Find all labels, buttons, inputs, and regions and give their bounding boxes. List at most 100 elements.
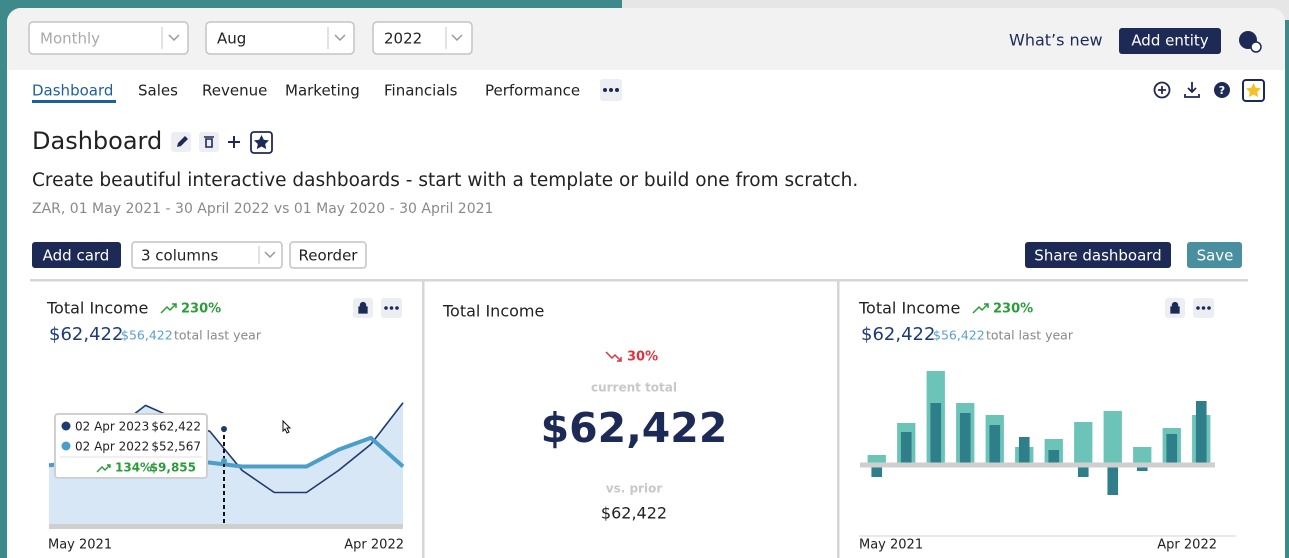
button-label: Save	[1197, 247, 1234, 265]
bar	[867, 455, 886, 465]
month-select[interactable]: Aug	[205, 21, 355, 55]
dot	[389, 306, 394, 310]
bar	[1195, 401, 1207, 465]
x-tick-label: May 2021	[48, 538, 112, 553]
pointer-cursor	[282, 419, 292, 434]
legend-dot	[61, 421, 71, 431]
button-label: Add entity	[1131, 32, 1208, 50]
tab[interactable]: Performance	[485, 82, 580, 100]
lock	[358, 301, 368, 314]
x-axis-base	[49, 524, 403, 529]
prior-label: vs. prior	[606, 482, 663, 496]
user-icon[interactable]	[1239, 31, 1262, 53]
chevron	[264, 251, 276, 259]
reorder-button[interactable]	[289, 241, 367, 269]
help-icon[interactable]	[1214, 82, 1230, 98]
select-box[interactable]	[205, 21, 355, 55]
add-icon-plus	[1158, 86, 1166, 94]
up-arrow	[972, 303, 989, 314]
tooltip-date: 02 Apr 2022	[75, 440, 149, 454]
chevron	[334, 34, 346, 42]
last-year-value: $56,422	[933, 328, 985, 343]
bar	[1077, 465, 1089, 477]
dot	[603, 88, 607, 92]
bar	[930, 403, 942, 465]
add-card-button[interactable]	[32, 242, 121, 268]
cursor-dot	[221, 458, 227, 464]
select-text: Aug	[217, 30, 246, 48]
cursor-dot	[221, 426, 227, 432]
columns-select[interactable]: 3 columns	[131, 241, 283, 269]
legend-dot	[61, 441, 71, 451]
up-arrow	[160, 303, 177, 314]
delete-button[interactable]	[199, 132, 219, 152]
tab[interactable]: Marketing	[285, 82, 360, 100]
current-total: $62,422	[541, 404, 728, 452]
tabs: Dashboard Sales Revenue Marketing Financ…	[32, 82, 580, 103]
card-change: 230%	[993, 302, 1033, 317]
current-label: current total	[591, 381, 677, 395]
tab[interactable]: Financials	[384, 82, 458, 100]
download-icon[interactable]	[1184, 82, 1200, 98]
card-change: 230%	[181, 302, 221, 317]
card-icons	[1165, 298, 1214, 318]
bar	[1103, 411, 1122, 465]
star	[253, 135, 269, 150]
lock	[1170, 301, 1180, 314]
bar-chart: May 2021 Apr 2022	[859, 371, 1236, 553]
card-divider	[422, 281, 425, 558]
star	[1246, 83, 1261, 98]
toolbar-icons: ?	[1153, 79, 1265, 102]
chevron	[168, 34, 180, 42]
bar	[1074, 422, 1093, 465]
whats-new-link[interactable]: What’s new	[1009, 31, 1103, 50]
card-title: Total Income	[858, 299, 960, 318]
tooltip-value: $52,567	[151, 440, 201, 454]
select-text: 3 columns	[141, 247, 219, 265]
x-axis-base	[860, 462, 1215, 468]
bar	[1107, 465, 1119, 495]
last-year-note: total last year	[986, 328, 1074, 343]
bar	[959, 413, 971, 465]
bar	[1136, 465, 1148, 471]
down-arrow	[605, 351, 622, 362]
button-label: Reorder	[299, 247, 359, 265]
button-label: Share dashboard	[1034, 247, 1161, 265]
card-icons	[353, 298, 402, 318]
tab[interactable]: Sales	[138, 82, 178, 100]
year-select[interactable]: 2022	[372, 21, 473, 55]
add-entity-button[interactable]	[1119, 28, 1221, 54]
dot	[1201, 306, 1206, 310]
user-badge	[1250, 41, 1262, 53]
tab[interactable]: Revenue	[202, 82, 267, 100]
bar	[1133, 447, 1152, 465]
tab[interactable]: Dashboard	[32, 82, 113, 100]
dashboard-description: Create beautiful interactive dashboards …	[32, 170, 858, 191]
tooltip-value: $62,422	[151, 420, 201, 434]
title-icons	[171, 131, 273, 154]
select-box[interactable]	[131, 241, 283, 269]
bar	[989, 425, 1001, 465]
bar	[1048, 450, 1060, 465]
tooltip-difference: $9,855	[150, 461, 196, 475]
select-box[interactable]	[372, 21, 473, 55]
card-total: $62,422	[49, 324, 123, 345]
trash	[204, 136, 214, 148]
period-select[interactable]: Monthly	[28, 21, 189, 55]
card-title: Total Income	[442, 302, 544, 321]
add-icon[interactable]	[1153, 81, 1171, 99]
more-tabs[interactable]	[600, 79, 622, 101]
select-text: 2022	[384, 30, 422, 48]
dot	[1196, 306, 1200, 310]
dot	[384, 306, 388, 310]
save-button[interactable]	[1187, 242, 1242, 268]
bar	[871, 465, 883, 477]
x-tick-label: May 2021	[859, 538, 923, 553]
bar	[900, 432, 912, 465]
share-button[interactable]	[1025, 242, 1171, 268]
select-text: Monthly	[40, 30, 100, 48]
select-box[interactable]	[28, 21, 189, 55]
plus-button[interactable]	[228, 136, 240, 148]
